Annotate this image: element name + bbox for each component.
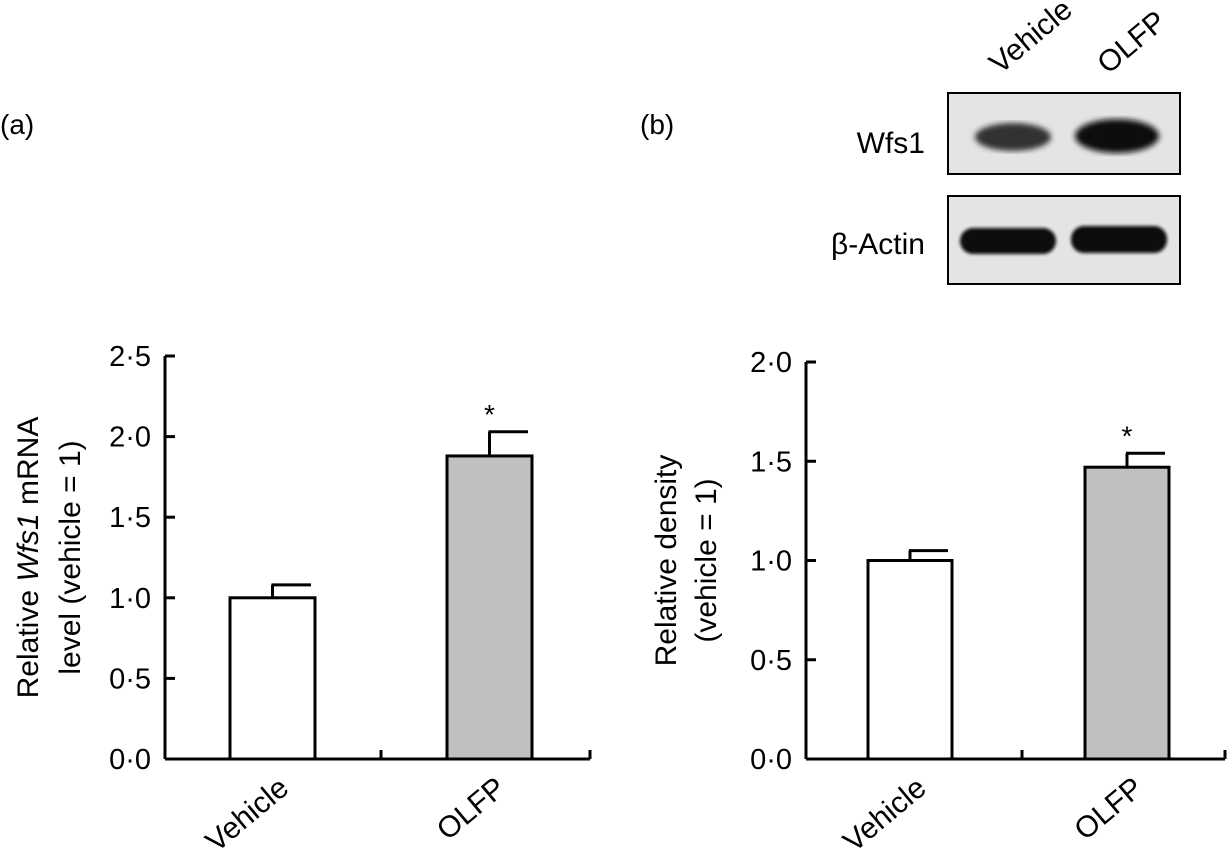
panel-a-label: (a) [0,109,34,140]
chart-b: 0·0 0·5 1·0 1·5 2·0 Vehicle * OLFP Relative dens… [650,347,1227,856]
bar-vehicle [228,596,317,761]
y-tick-label: 0·0 [750,744,792,776]
y-tick-label: 0·5 [109,663,151,695]
y-tick-label: 2·5 [109,341,151,373]
actin-band-vehicle [960,228,1056,254]
actin-band-olfp [1071,226,1167,253]
y-tick-label: 0·0 [109,744,151,776]
x-tick-label: OLFP [1068,771,1149,847]
bar-olfp [1083,465,1171,761]
x-tick-label: OLFP [431,771,512,847]
y-axis-label: Relative density [650,455,683,667]
y-axis-label: Relative Wfs1 mRNA [12,417,45,699]
y-tick-label: 1·5 [750,446,792,478]
chart-a: 0·0 0·5 1·0 1·5 2·0 2·5 Vehicle * OLFP Relative W… [12,341,592,856]
y-axis-label-line2: (vehicle = 1) [690,478,723,642]
significance-marker: * [1122,420,1133,451]
x-tick-label: Vehicle [200,771,295,856]
significance-marker: * [484,399,495,430]
x-tick-label: Vehicle [837,771,932,856]
western-blot: Vehicle OLFP Wfs1 β-Actin [831,0,1181,285]
y-tick-label: 1·0 [750,546,792,578]
y-tick-label: 1·0 [109,583,151,615]
bar-olfp [445,454,534,761]
blot-lane-vehicle: Vehicle [983,0,1078,80]
blot-row-actin: β-Actin [831,228,925,261]
panel-b-label: (b) [640,109,674,140]
y-tick-label: 2·0 [750,347,792,379]
y-tick-label: 0·5 [750,645,792,677]
y-axis-label-line2: level (vehicle = 1) [54,440,87,674]
bar-vehicle [866,559,954,761]
wfs1-band-vehicle [975,123,1051,151]
y-tick-label: 2·0 [109,422,151,454]
wfs1-band-olfp [1075,119,1159,153]
blot-row-wfs1: Wfs1 [857,127,925,160]
y-tick-label: 1·5 [109,502,151,534]
blot-lane-olfp: OLFP [1091,5,1172,81]
